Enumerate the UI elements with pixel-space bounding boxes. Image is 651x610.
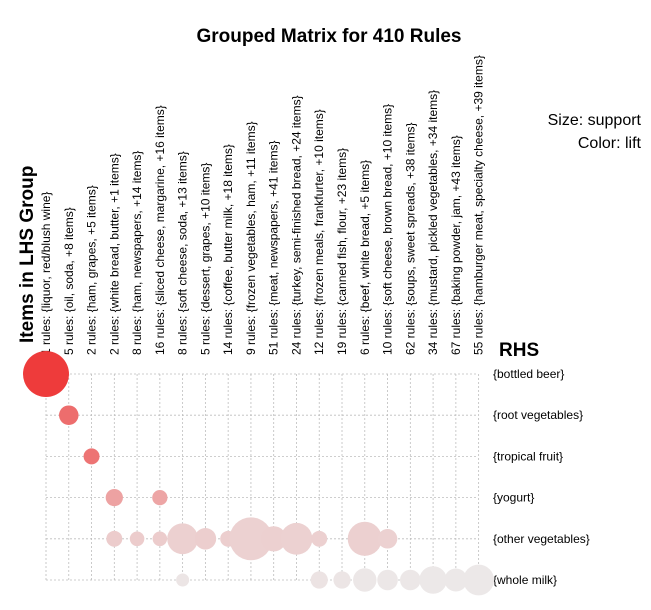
- rule-bubble: [261, 526, 287, 552]
- lhs-group-label: 51 rules: {meat, newspapers, +41 items}: [267, 141, 281, 355]
- rule-bubble: [59, 405, 79, 425]
- rule-bubble: [194, 528, 217, 550]
- rhs-item-label: {whole milk}: [493, 573, 557, 587]
- rule-bubble: [23, 351, 69, 397]
- rhs-item-label: {yogurt}: [493, 491, 534, 505]
- lhs-group-label: 1 rules: {liquor, red/blush wine}: [39, 192, 53, 355]
- lhs-group-label: 5 rules: {oil, soda, +8 items}: [62, 207, 76, 355]
- chart-title: Grouped Matrix for 410 Rules: [196, 26, 461, 47]
- rule-bubble: [310, 571, 328, 589]
- lhs-group-labels: 1 rules: {liquor, red/blush wine} 5 rules…: [39, 55, 486, 355]
- rule-bubble: [152, 531, 168, 547]
- rule-bubble: [106, 530, 123, 547]
- lhs-group-label: 34 rules: {mustard, pickled vegetables, …: [426, 90, 440, 355]
- lhs-group-label: 10 rules: {soft cheese, brown bread, +10…: [381, 104, 395, 355]
- rhs-item-labels: {bottled beer} {root vegetables} {tropical…: [493, 367, 590, 587]
- rule-bubble: [83, 448, 100, 465]
- lhs-group-label: 12 rules: {frozen meals, frankfurter, +1…: [312, 109, 326, 355]
- rule-bubble: [129, 531, 145, 547]
- lhs-group-label: 9 rules: {frozen vegetables, ham, +11 it…: [244, 121, 258, 355]
- rhs-item-label: {other vegetables}: [493, 532, 590, 546]
- rule-bubble: [444, 568, 468, 592]
- lhs-group-label: 2 rules: {ham, grapes, +5 items}: [85, 185, 99, 355]
- rule-bubble: [463, 564, 495, 596]
- rule-bubble: [176, 573, 190, 587]
- size-legend-text: Size: support: [548, 112, 642, 129]
- lhs-group-label: 16 rules: {sliced cheese, margarine, +16…: [153, 105, 167, 355]
- lhs-group-label: 24 rules: {turkey, semi-finished bread, …: [289, 95, 303, 355]
- rhs-item-label: {bottled beer}: [493, 367, 564, 381]
- rule-bubbles: [23, 351, 495, 596]
- lhs-group-label: 62 rules: {soups, sweet spreads, +38 ite…: [403, 123, 417, 355]
- rule-bubble: [333, 571, 351, 589]
- rule-bubble: [400, 569, 421, 591]
- rhs-item-label: {root vegetables}: [493, 408, 583, 422]
- x-axis-title: Items in LHS Group: [17, 166, 38, 343]
- rule-bubble: [105, 488, 123, 507]
- rule-bubble: [377, 569, 398, 591]
- lhs-group-label: 5 rules: {dessert, grapes, +10 items}: [198, 163, 212, 355]
- y-axis-title: RHS: [499, 340, 539, 361]
- rule-bubble: [419, 566, 447, 594]
- rule-bubble: [280, 522, 313, 555]
- color-legend-text: Color: lift: [578, 135, 642, 152]
- rule-bubble: [377, 529, 398, 549]
- rule-bubble: [152, 489, 168, 506]
- lhs-group-label: 55 rules: {hamburger meat, specialty che…: [472, 55, 486, 355]
- rule-bubble: [311, 530, 328, 547]
- rule-bubble: [353, 568, 377, 592]
- lhs-group-label: 6 rules: {beef, white bread, +5 items}: [358, 160, 372, 355]
- lhs-group-label: 8 rules: {soft cheese, soda, +13 items}: [176, 151, 190, 355]
- lhs-group-label: 67 rules: {baking powder, jam, +43 items…: [449, 135, 463, 355]
- rule-bubble: [167, 523, 199, 555]
- lhs-group-label: 19 rules: {canned fish, flour, +23 items…: [335, 148, 349, 355]
- lhs-group-label: 2 rules: {white bread, butter, +1 items}: [107, 153, 121, 355]
- rule-bubble: [229, 517, 273, 561]
- rhs-item-label: {tropical fruit}: [493, 449, 563, 463]
- rule-bubble: [347, 521, 382, 556]
- lhs-group-label: 14 rules: {coffee, butter milk, +18 item…: [221, 144, 235, 355]
- lhs-group-label: 8 rules: {ham, newspapers, +14 items}: [130, 151, 144, 355]
